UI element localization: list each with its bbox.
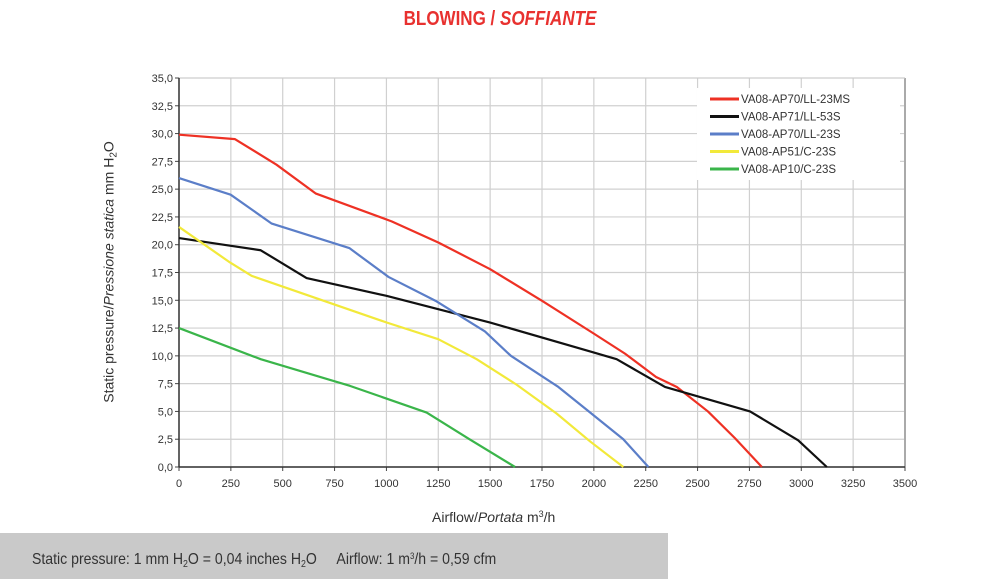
legend-label: VA08-AP70/LL-23MS [741, 94, 850, 106]
x-tick-label: 1750 [530, 478, 554, 490]
y-tick-label: 27,5 [152, 156, 173, 168]
y-tick-label: 15,0 [152, 295, 173, 307]
series-line-VA08-AP71/LL-53S [178, 236, 828, 468]
x-tick-label: 250 [222, 478, 240, 490]
x-tick-label: 1500 [478, 478, 502, 490]
y-tick-label: 17,5 [152, 268, 173, 280]
conversion-footer: Static pressure: 1 mm H2O = 0,04 inches … [0, 533, 668, 579]
x-tick-label: 2750 [737, 478, 761, 490]
x-tick-label: 750 [325, 478, 343, 490]
x-tick-label: 500 [274, 478, 292, 490]
y-tick-label: 22,5 [152, 212, 173, 224]
y-tick-label: 25,0 [152, 184, 173, 196]
legend-label: VA08-AP71/LL-53S [741, 112, 841, 124]
x-tick-label: 0 [176, 478, 182, 490]
chart-title: BLOWING / SOFFIANTE [75, 8, 925, 31]
x-tick-label: 3250 [841, 478, 865, 490]
x-tick-label: 3500 [893, 478, 917, 490]
y-tick-label: 35,0 [152, 73, 173, 85]
y-axis-label: Static pressure/Pressione statica mm H2O [100, 141, 120, 403]
series-line-VA08-AP10/C-23S [178, 327, 516, 468]
x-tick-label: 1000 [374, 478, 398, 490]
series-line-VA08-AP70/LL-23S [178, 176, 650, 468]
axes: 0 250 500 750 1000 1250 1500 1750 2000 2250 2500 27… [152, 73, 918, 490]
legend-label: VA08-AP10/C-23S [741, 164, 836, 176]
y-tick-label: 10,0 [152, 351, 173, 363]
legend-label: VA08-AP51/C-23S [741, 147, 836, 159]
x-tick-label: 2500 [685, 478, 709, 490]
x-tick-label: 3000 [789, 478, 813, 490]
y-tick-label: 20,0 [152, 240, 173, 252]
legend: VA08-AP70/LL-23MS VA08-AP71/LL-53S VA08-AP… [697, 88, 900, 180]
y-tick-label: 12,5 [152, 323, 173, 335]
y-tick-label: 32,5 [152, 101, 173, 113]
series-line-VA08-AP51/C-23S [178, 226, 624, 468]
series-line-VA08-AP70/LL-23MS [178, 133, 763, 468]
y-tick-label: 30,0 [152, 129, 173, 141]
title-italic: SOFFIANTE [499, 8, 597, 30]
legend-label: VA08-AP70/LL-23S [741, 129, 841, 141]
x-tick-label: 2000 [582, 478, 606, 490]
title-main: BLOWING / [403, 8, 500, 30]
y-tick-label: 7,5 [158, 379, 173, 391]
y-tick-label: 5,0 [158, 406, 173, 418]
x-tick-label: 1250 [426, 478, 450, 490]
x-axis-label: Airflow/Portata m3/h [432, 509, 556, 525]
y-tick-label: 2,5 [158, 434, 173, 446]
series-lines [178, 133, 828, 468]
y-tick-label: 0,0 [158, 462, 173, 474]
x-tick-label: 2250 [633, 478, 657, 490]
